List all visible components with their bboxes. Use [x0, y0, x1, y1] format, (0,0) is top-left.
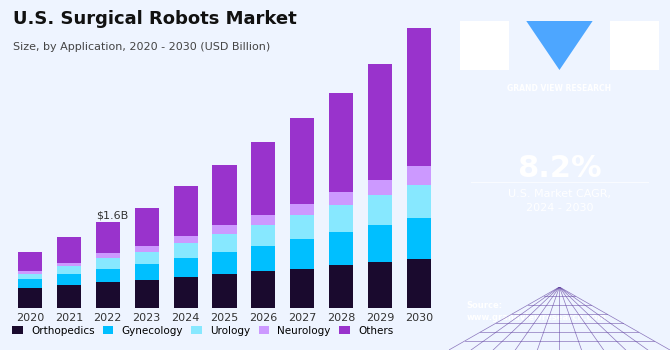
Bar	[251, 271, 275, 308]
Bar	[96, 268, 120, 282]
Text: Source:
www.grandviewresearch.com: Source: www.grandviewresearch.com	[466, 301, 606, 322]
Bar	[212, 252, 237, 274]
Bar	[57, 285, 81, 308]
Bar	[329, 205, 353, 232]
Bar	[212, 274, 237, 308]
Bar	[251, 246, 275, 271]
Bar	[290, 239, 314, 268]
Bar	[57, 237, 81, 263]
Bar	[212, 225, 237, 234]
Bar	[368, 262, 392, 308]
FancyBboxPatch shape	[460, 21, 509, 70]
Text: U.S. Surgical Robots Market: U.S. Surgical Robots Market	[13, 10, 297, 28]
Legend: Orthopedics, Gynecology, Urology, Neurology, Others: Orthopedics, Gynecology, Urology, Neurol…	[8, 322, 397, 340]
Bar	[212, 164, 237, 225]
Bar	[251, 215, 275, 225]
Bar	[329, 265, 353, 308]
Bar	[290, 118, 314, 204]
Bar	[368, 225, 392, 262]
Bar	[57, 263, 81, 266]
Bar	[407, 184, 431, 218]
Bar	[18, 279, 42, 288]
Bar	[96, 222, 120, 253]
Text: GRAND VIEW RESEARCH: GRAND VIEW RESEARCH	[507, 84, 612, 93]
Text: 8.2%: 8.2%	[517, 154, 602, 183]
Bar	[329, 192, 353, 205]
Bar	[96, 282, 120, 308]
Bar	[18, 271, 42, 274]
Polygon shape	[527, 21, 593, 70]
Bar	[407, 166, 431, 184]
Text: $1.6B: $1.6B	[96, 210, 129, 220]
Bar	[174, 186, 198, 236]
Bar	[290, 268, 314, 308]
Bar	[368, 64, 392, 180]
Bar	[174, 258, 198, 277]
Bar	[57, 266, 81, 274]
Bar	[251, 142, 275, 215]
Bar	[96, 259, 120, 268]
Bar	[329, 232, 353, 265]
Bar	[57, 274, 81, 285]
FancyBboxPatch shape	[610, 21, 659, 70]
Bar	[18, 252, 42, 271]
Bar	[18, 274, 42, 279]
Bar	[174, 236, 198, 243]
Bar	[368, 180, 392, 195]
Bar	[135, 252, 159, 264]
Bar	[18, 288, 42, 308]
Bar	[368, 195, 392, 225]
Bar	[135, 208, 159, 246]
Bar	[212, 234, 237, 252]
Bar	[135, 264, 159, 280]
Bar	[290, 204, 314, 216]
Bar	[135, 246, 159, 252]
Text: Size, by Application, 2020 - 2030 (USD Billion): Size, by Application, 2020 - 2030 (USD B…	[13, 42, 271, 52]
Bar	[174, 243, 198, 258]
Bar	[407, 259, 431, 308]
Text: U.S. Market CAGR,
2024 - 2030: U.S. Market CAGR, 2024 - 2030	[508, 189, 611, 213]
Bar	[174, 277, 198, 308]
Bar	[407, 28, 431, 166]
Bar	[407, 218, 431, 259]
Bar	[329, 93, 353, 192]
Bar	[251, 225, 275, 246]
Bar	[96, 253, 120, 259]
Bar	[135, 280, 159, 308]
Bar	[290, 216, 314, 239]
